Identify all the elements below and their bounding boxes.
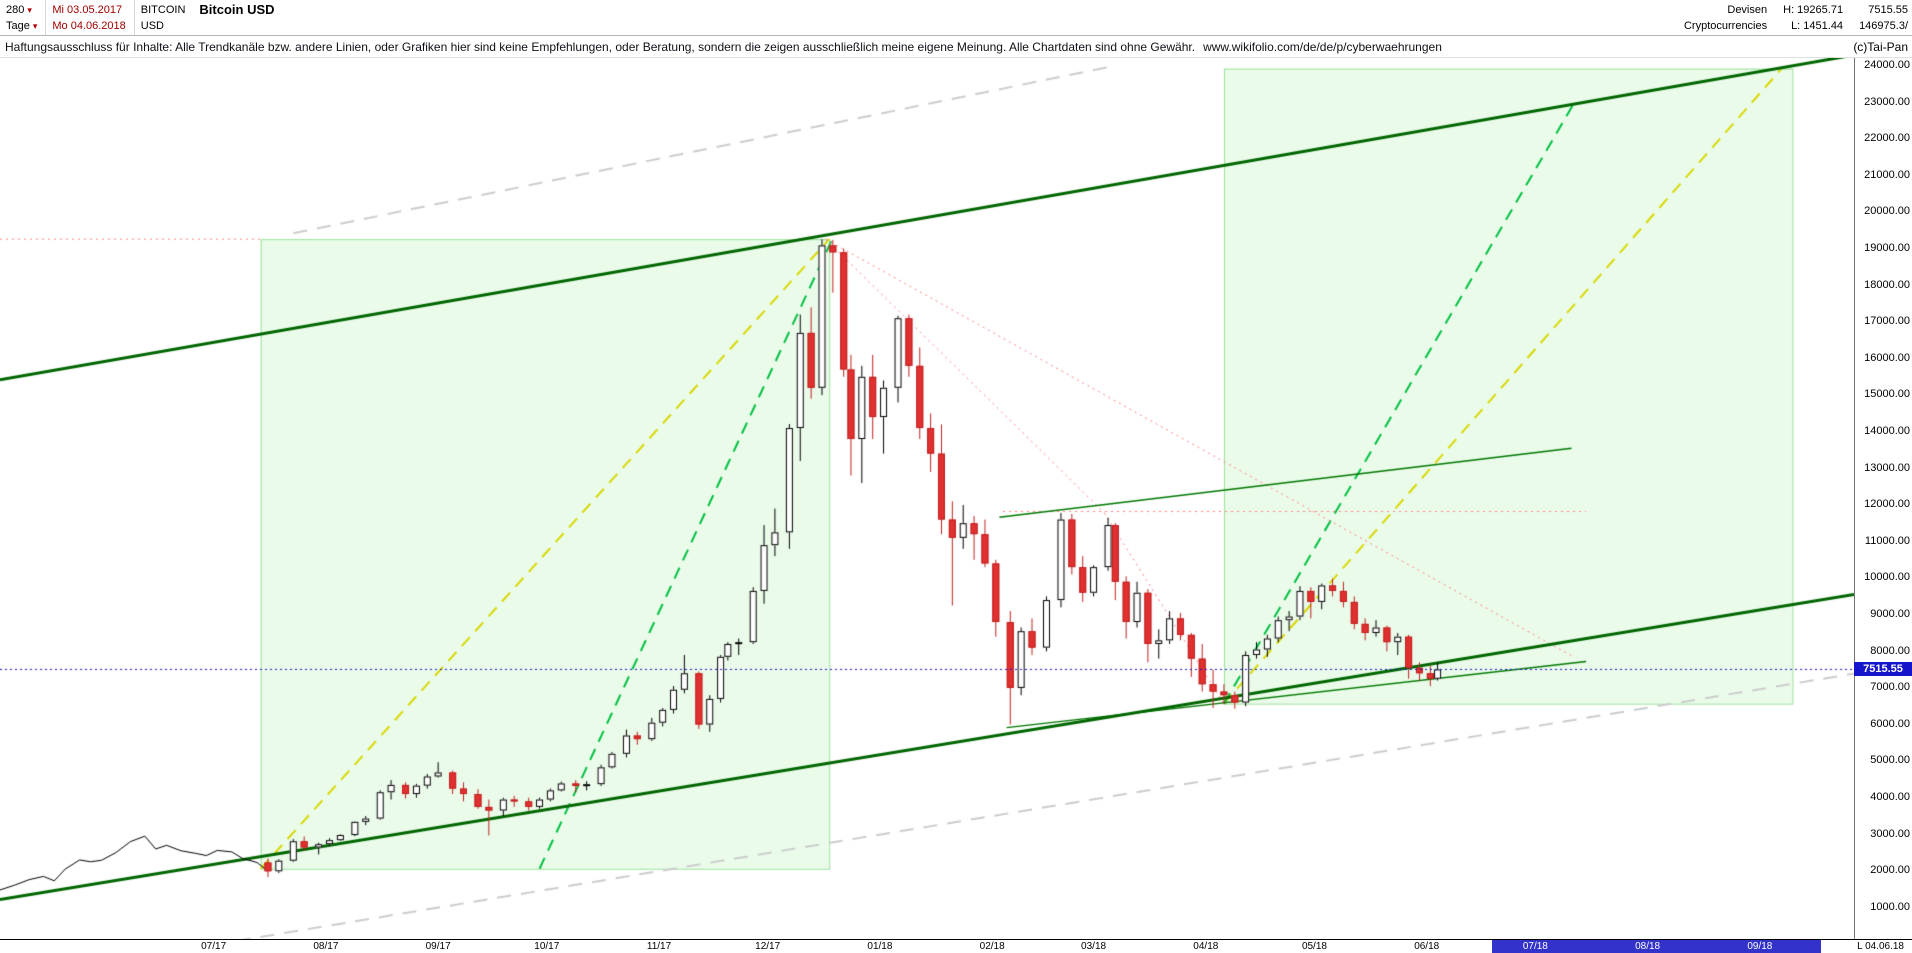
y-axis-label: 17000.00: [1864, 315, 1910, 328]
y-axis-label: 19000.00: [1864, 242, 1910, 255]
period-low-label: L: 1451.44: [1791, 19, 1844, 32]
date-range: Mi 03.05.2017 Mo 04.06.2018: [46, 0, 135, 35]
dropdown-arrow-icon: ▾: [32, 20, 38, 31]
bars-count-value: 280: [6, 3, 25, 16]
x-axis-label: 10/17: [534, 941, 560, 952]
future-months-band: [1491, 940, 1822, 953]
category-cell: Devisen Cryptocurrencies: [1678, 0, 1777, 35]
last-date-label: L 04.06.18: [1855, 941, 1906, 952]
symbol-line2: USD: [140, 19, 165, 32]
y-axis-label: 15000.00: [1864, 388, 1910, 401]
x-axis-label: 01/18: [867, 941, 893, 952]
date-to-field[interactable]: Mo 04.06.2018: [52, 19, 126, 32]
y-axis-label: 8000.00: [1870, 644, 1910, 657]
y-axis-label: 20000.00: [1864, 205, 1910, 218]
y-axis-label: 6000.00: [1870, 717, 1910, 730]
symbol-cell: BITCOIN USD: [135, 0, 194, 35]
current-price-tag: 7515.55: [1854, 662, 1912, 677]
category-line1: Devisen: [1727, 3, 1768, 16]
x-axis-label: 09/17: [425, 941, 451, 952]
y-axis-label: 7000.00: [1870, 681, 1910, 694]
disclaimer-bar: Haftungsausschluss für Inhalte: Alle Tre…: [0, 36, 1912, 58]
wikifolio-link[interactable]: www.wikifolio.com/de/de/p/cyberwaehrunge…: [1203, 39, 1442, 54]
date-from-field[interactable]: Mi 03.05.2017: [52, 3, 123, 16]
x-axis-label: 03/18: [1081, 941, 1107, 952]
x-axis-label: 07/17: [201, 941, 227, 952]
volume-value: 146975.3/: [1859, 19, 1908, 32]
x-axis: 07/17 08/17 09/17 10/17 11/17 12/17 01/18 02/18…: [0, 939, 1912, 953]
x-axis-label: 08/17: [313, 941, 339, 952]
period-controls: 280 ▾ Tage ▾: [0, 0, 47, 35]
y-axis-label: 10000.00: [1864, 571, 1910, 584]
y-axis-label: 23000.00: [1864, 95, 1910, 108]
y-axis-label: 22000.00: [1864, 132, 1910, 145]
y-axis-label: 2000.00: [1870, 864, 1910, 877]
x-axis-label: 07/18: [1522, 941, 1548, 952]
last-price-value: 7515.55: [1868, 3, 1908, 16]
y-axis-label: 3000.00: [1870, 827, 1910, 840]
y-axis-label: 9000.00: [1870, 608, 1910, 621]
title-cell: Bitcoin USD: [193, 0, 282, 35]
x-axis-label: 04/18: [1193, 941, 1219, 952]
x-axis-label: 06/18: [1414, 941, 1440, 952]
x-axis-label: 09/18: [1747, 941, 1773, 952]
symbol-line1: BITCOIN: [140, 3, 186, 16]
y-axis-label: 16000.00: [1864, 351, 1910, 364]
y-axis-label: 24000.00: [1864, 59, 1910, 72]
timeframe-value: Tage: [6, 19, 30, 32]
period-high-label: H: 19265.71: [1783, 3, 1844, 16]
y-axis-label: 4000.00: [1870, 791, 1910, 804]
y-axis-label: 18000.00: [1864, 278, 1910, 291]
y-axis-label: 5000.00: [1870, 754, 1910, 767]
x-axis-label: 05/18: [1301, 941, 1327, 952]
y-axis-label: 11000.00: [1864, 534, 1910, 547]
category-line2: Cryptocurrencies: [1683, 19, 1768, 32]
timeframe-dropdown[interactable]: Tage ▾: [6, 18, 37, 34]
y-axis-separator: [1854, 58, 1855, 939]
y-axis-label: 12000.00: [1864, 498, 1910, 511]
y-axis-label: 13000.00: [1864, 461, 1910, 474]
x-axis-label: 02/18: [979, 941, 1005, 952]
disclaimer-text: Haftungsausschluss für Inhalte: Alle Tre…: [5, 39, 1196, 54]
copyright-label: (c)Tai-Pan: [1853, 39, 1908, 54]
last-price-cell: 7515.55 146975.3/: [1853, 0, 1912, 35]
top-toolbar: 280 ▾ Tage ▾ Mi 03.05.2017 Mo 04.06.2018 B…: [0, 0, 1912, 36]
y-axis-label: 21000.00: [1864, 168, 1910, 181]
high-low-cell: H: 19265.71 L: 1451.44: [1777, 0, 1853, 35]
x-axis-label: 08/18: [1635, 941, 1661, 952]
dropdown-arrow-icon: ▾: [27, 4, 32, 15]
price-chart-canvas[interactable]: [0, 58, 1854, 939]
x-axis-label: 11/17: [646, 941, 672, 952]
y-axis-label: 1000.00: [1870, 900, 1910, 913]
bars-count-dropdown[interactable]: 280 ▾: [6, 2, 37, 18]
chart-title: Bitcoin USD: [199, 1, 275, 17]
x-axis-label: 12/17: [755, 941, 781, 952]
y-axis-label: 14000.00: [1864, 425, 1910, 438]
